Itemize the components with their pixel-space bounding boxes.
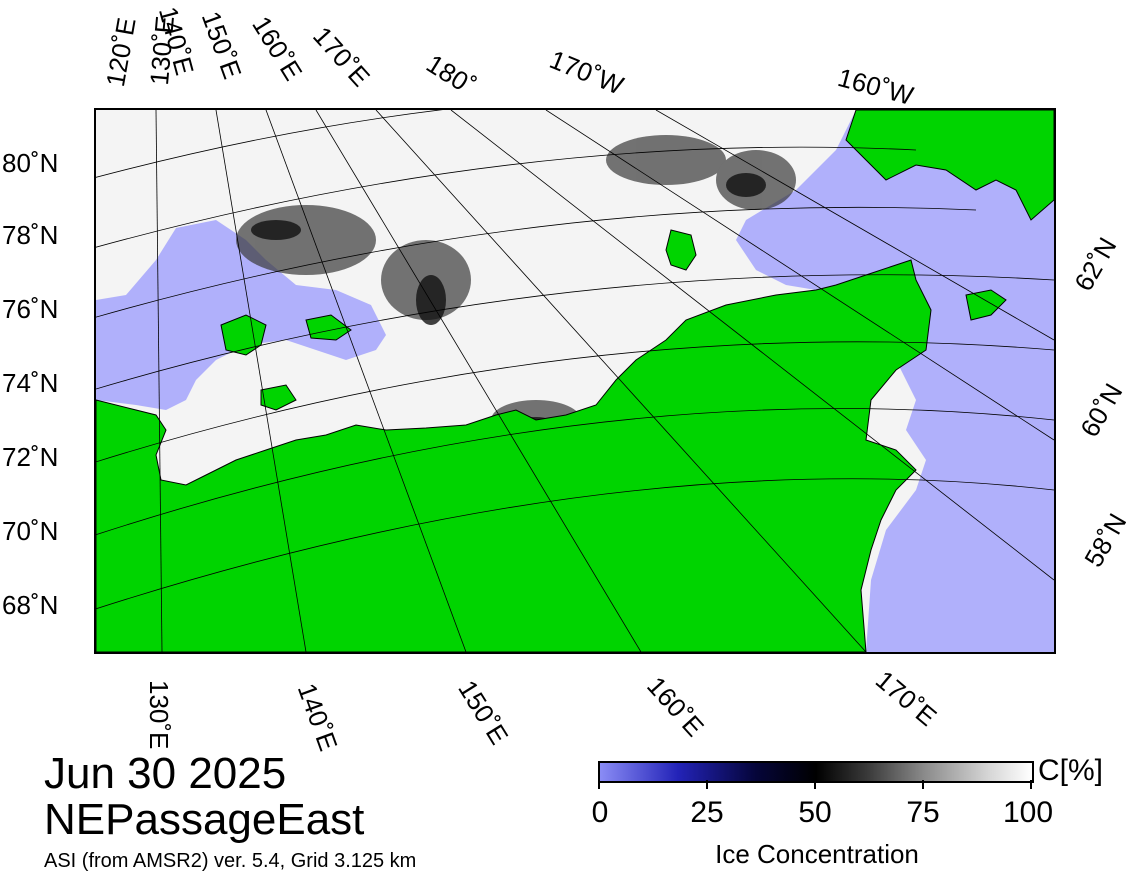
colorbar-tick-label: 25 — [690, 796, 724, 829]
sea-ice-map — [94, 108, 1056, 654]
lat-label-right: 60˚N — [1074, 378, 1126, 442]
lon-label-bottom: 170˚E — [870, 664, 943, 733]
map-date: Jun 30 2025 — [44, 749, 287, 798]
lon-label-top: 150˚E — [195, 7, 248, 83]
lon-label-top: 160˚W — [834, 62, 917, 111]
lyakhovsky-island — [260, 384, 297, 411]
wrangel-island — [665, 229, 697, 271]
colorbar-unit: C[%] — [1038, 754, 1104, 787]
lon-label-bottom: 130˚E — [144, 680, 174, 750]
colorbar-tick — [706, 780, 708, 789]
colorbar-tick-label: 0 — [591, 796, 609, 829]
lon-label-bottom: 160˚E — [641, 670, 710, 743]
colorbar-legend — [598, 761, 1034, 783]
colorbar-tick — [1030, 780, 1032, 789]
lat-label-left: 74˚N — [2, 368, 59, 398]
lat-label-right: 62˚N — [1068, 232, 1123, 296]
lat-label-left: 70˚N — [2, 516, 59, 546]
lon-label-top: 120˚E — [100, 15, 142, 89]
lon-label-top: 160˚E — [246, 10, 309, 86]
laptev-open-water — [96, 220, 386, 410]
colorbar-title: Ice Concentration — [715, 839, 919, 869]
colorbar-tick — [922, 780, 924, 789]
lon-label-bottom: 150˚E — [452, 674, 515, 750]
lat-label-left: 76˚N — [2, 294, 59, 324]
lon-label-bottom: 140˚E — [291, 679, 344, 755]
lon-label-top: 170˚W — [545, 44, 628, 101]
lat-label-left: 78˚N — [2, 220, 59, 250]
map-canvas — [96, 110, 1054, 652]
colorbar-tick-label: 50 — [798, 796, 832, 829]
lat-label-left: 72˚N — [2, 442, 59, 472]
alaska-land — [845, 110, 1054, 221]
lon-label-top: 180˚ — [421, 48, 482, 102]
graticule — [96, 110, 1054, 652]
data-source: ASI (from AMSR2) ver. 5.4, Grid 3.125 km — [44, 850, 417, 872]
siberia-mainland — [96, 259, 932, 652]
lat-label-right: 58˚N — [1078, 508, 1126, 572]
lat-label-left: 68˚N — [2, 590, 59, 620]
lon-label-top: 170˚E — [307, 20, 376, 93]
lat-label-left: 80˚N — [2, 148, 59, 178]
colorbar-tick-label: 100 — [1002, 796, 1054, 829]
colorbar-tick — [598, 780, 600, 789]
colorbar-tick-label: 75 — [906, 796, 940, 829]
new-siberia-island — [305, 314, 352, 341]
bering-sea — [736, 110, 1054, 652]
colorbar-tick — [814, 780, 816, 789]
region-name: NEPassageEast — [44, 795, 365, 844]
